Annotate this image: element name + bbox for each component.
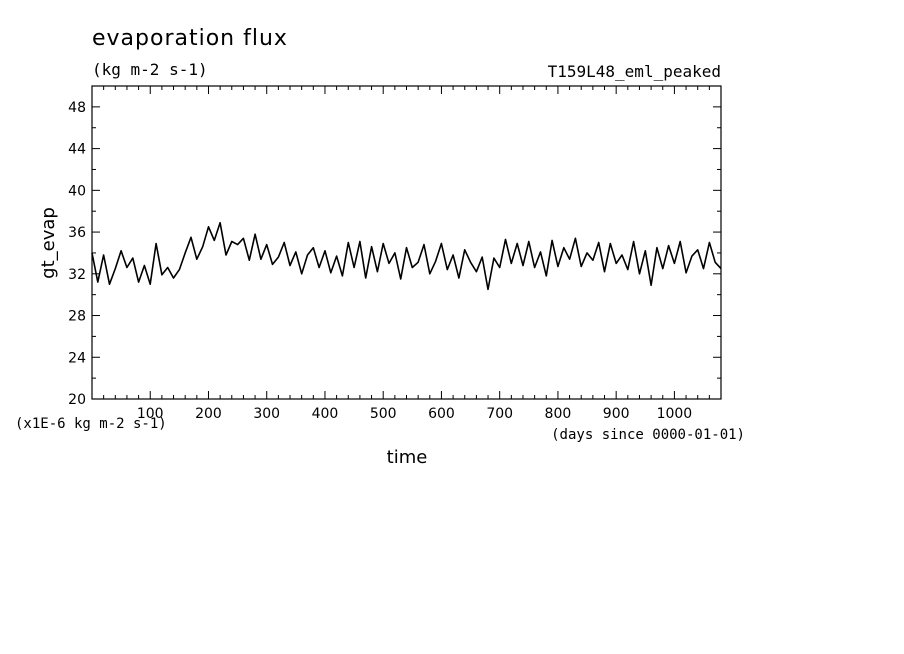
x-tick-label: 500	[370, 406, 397, 422]
chart-title: evaporation flux	[92, 26, 288, 51]
plot-frame	[91, 85, 722, 400]
x-tick-label: 400	[312, 406, 339, 422]
y-tick-label: 24	[68, 350, 86, 366]
x-tick-label: 100	[137, 406, 164, 422]
y-scale-note: (x1E-6 kg m-2 s-1)	[15, 416, 167, 432]
y-tick-label: 44	[68, 142, 86, 158]
y-tick-label: 40	[68, 183, 86, 199]
y-tick-label: 28	[68, 309, 86, 325]
x-tick-label: 200	[195, 406, 222, 422]
x-tick-label: 700	[486, 406, 513, 422]
x-tick-label: 800	[545, 406, 572, 422]
y-tick-label: 36	[68, 225, 86, 241]
x-tick-label: 900	[603, 406, 630, 422]
x-axis-label: time	[387, 447, 428, 468]
plot-area: 20 24 28 32 36 40 44 48 100 200 300 400 500 600 700 800…	[68, 85, 722, 422]
y-tick-label: 32	[68, 267, 86, 283]
chart-subtitle: (kg m-2 s-1)	[92, 60, 208, 79]
x-tick-label: 1000	[657, 406, 693, 422]
experiment-label: T159L48_eml_peaked	[548, 62, 721, 81]
gt-evap-series-line	[91, 221, 722, 291]
y-tick-label: 20	[68, 392, 86, 408]
y-tick-label: 48	[68, 100, 86, 116]
y-axis-label: gt_evap	[38, 207, 59, 279]
x-tick-label: 300	[253, 406, 280, 422]
x-unit-note: (days since 0000-01-01)	[551, 427, 745, 443]
x-tick-label: 600	[428, 406, 455, 422]
